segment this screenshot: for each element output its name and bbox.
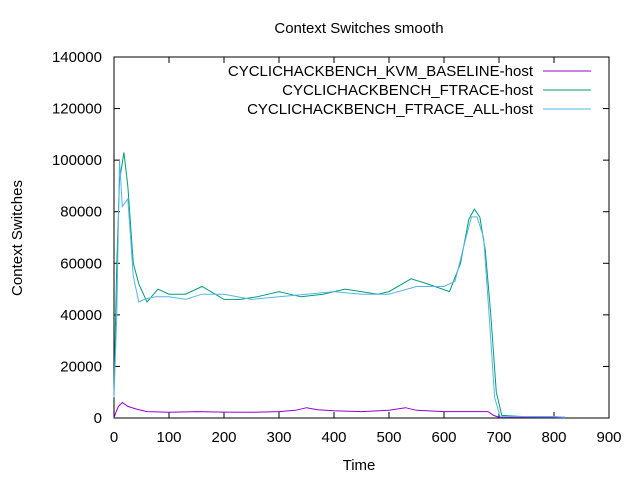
series-lines	[113, 152, 566, 419]
legend-label-3: CYCLICHACKBENCH_FTRACE_ALL-host	[247, 101, 534, 118]
legend-label-2: CYCLICHACKBENCH_FTRACE-host	[282, 82, 534, 99]
chart-title: Context Switches smooth	[274, 20, 443, 37]
y-tick-label: 0	[94, 410, 102, 427]
legend-label-1: CYCLICHACKBENCH_KVM_BASELINE-host	[228, 63, 534, 80]
x-tick-label: 600	[431, 429, 456, 446]
y-tick-label: 80000	[60, 204, 102, 221]
y-tick-label: 60000	[60, 255, 102, 272]
series-line-1	[113, 401, 566, 419]
x-axis-label: Time	[343, 457, 376, 474]
y-tick-label: 40000	[60, 307, 102, 324]
y-axis-label: Context Switches	[9, 180, 26, 296]
x-tick-label: 900	[596, 429, 621, 446]
plot-border	[113, 56, 610, 419]
series-line-3	[113, 160, 566, 418]
y-tick-label: 100000	[52, 152, 102, 169]
series-line-2	[113, 152, 566, 418]
x-tick-label: 800	[541, 429, 566, 446]
x-tick-label: 700	[486, 429, 511, 446]
y-tick-label: 20000	[60, 358, 102, 375]
axis-ticks: 0 100 200 300 400 500 600 700 800 900 0 20000 40000 6…	[52, 49, 622, 446]
x-tick-label: 100	[156, 429, 181, 446]
legend: CYCLICHACKBENCH_KVM_BASELINE-host CYCLICH…	[228, 63, 591, 118]
y-tick-label: 120000	[52, 101, 102, 118]
x-tick-label: 200	[211, 429, 236, 446]
x-tick-label: 300	[266, 429, 291, 446]
y-tick-label: 140000	[52, 49, 102, 66]
x-tick-label: 500	[376, 429, 401, 446]
x-tick-label: 400	[321, 429, 346, 446]
x-tick-label: 0	[110, 429, 118, 446]
